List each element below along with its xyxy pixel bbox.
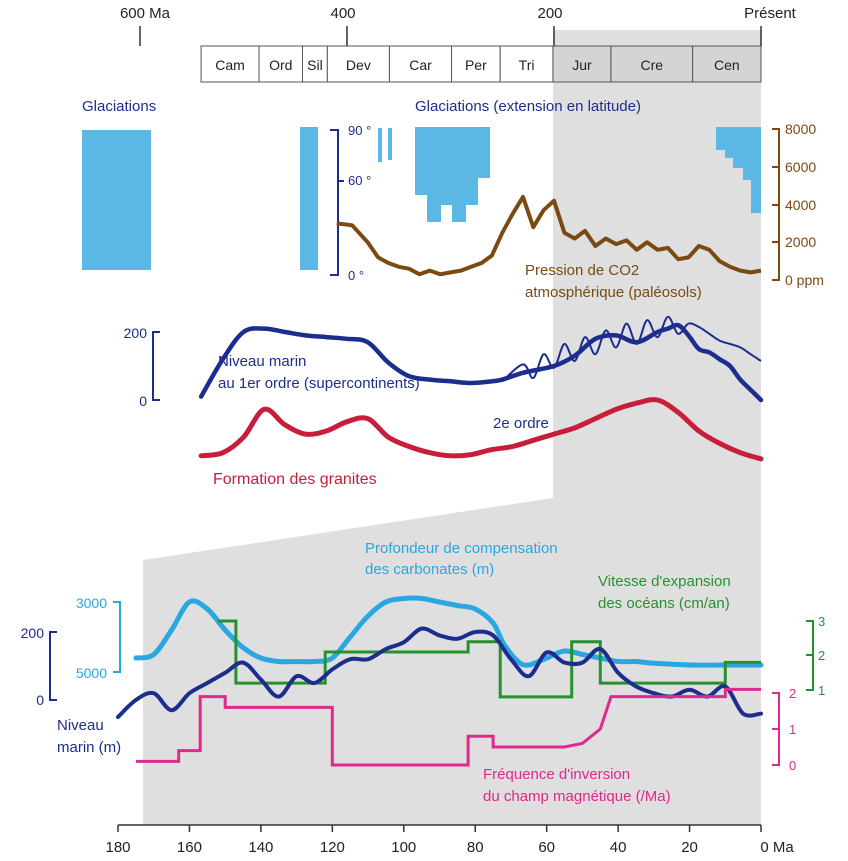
period-label-tri: Tri — [519, 57, 535, 73]
sea-level-2-tick-200: 200 — [21, 625, 45, 641]
sea-level-2-scale: 200 0 — [21, 625, 57, 708]
sea-level-1-scale: 200 0 — [124, 325, 160, 409]
co2-curve — [336, 194, 762, 277]
second-order-label: 2e ordre — [493, 415, 549, 432]
co2-tick-8000: 8000 — [785, 121, 816, 137]
period-label-cam: Cam — [215, 57, 245, 73]
latitude-tick-90: 90 ° — [348, 123, 371, 138]
glaciation-bar-ordovician — [82, 130, 151, 270]
period-cell-tri — [499, 45, 554, 83]
bottom-tick-label-160: 160 — [177, 839, 202, 856]
glaciations-latitude-label: Glaciations (extension en latitude) — [415, 98, 641, 115]
zoom-shaded-region — [143, 30, 761, 825]
period-label-cen: Cen — [714, 57, 740, 73]
ccd-label-line1: Profondeur de compensation — [365, 540, 558, 557]
period-label-car: Car — [409, 57, 432, 73]
sea-level-2-tick-0: 0 — [36, 692, 44, 708]
period-cell-car — [388, 45, 453, 83]
ccd-scale: 3000 5000 — [76, 595, 121, 681]
top-time-axis: 600 Ma 400 200 Présent Cam Ord Sil Dev Car Pe… — [120, 5, 797, 83]
period-cell-per — [451, 45, 501, 83]
ccd-tick-3000: 3000 — [76, 595, 107, 611]
sea-level-2-label-line1: Niveau — [57, 717, 104, 734]
co2-tick-0: 0 ppm — [785, 272, 824, 288]
glaciation-bar-devonian-2 — [388, 128, 392, 160]
bottom-tick-label-0: 0 Ma — [760, 839, 794, 856]
top-tick-label-present: Présent — [744, 5, 797, 22]
period-cell-jur — [552, 45, 612, 83]
spreading-rate-curve — [218, 619, 761, 699]
co2-tick-2000: 2000 — [785, 234, 816, 250]
sea-level-1-label-line2: au 1er ordre (supercontinents) — [218, 375, 420, 392]
bottom-tick-label-140: 140 — [248, 839, 273, 856]
co2-scale: 8000 6000 4000 2000 0 ppm — [772, 121, 824, 288]
reversal-scale: 2 1 0 — [772, 686, 796, 773]
granites-label: Formation des granites — [213, 471, 377, 488]
period-cell-dev — [326, 45, 390, 83]
glaciations-label: Glaciations — [82, 98, 156, 115]
co2-label-line2: atmosphérique (paléosols) — [525, 284, 702, 301]
data-curves — [116, 194, 764, 767]
spreading-label-line1: Vitesse d'expansion — [598, 573, 731, 590]
spreading-label-line2: des océans (cm/an) — [598, 595, 730, 612]
ccd-tick-5000: 5000 — [76, 665, 107, 681]
period-label-jur: Jur — [572, 57, 592, 73]
period-cell-cre — [610, 45, 694, 83]
co2-tick-4000: 4000 — [785, 197, 816, 213]
top-tick-label-600: 600 Ma — [120, 5, 171, 22]
reversal-frequency-curve — [135, 687, 761, 767]
sea-level-lower-curve — [116, 626, 763, 719]
period-label-per: Per — [465, 57, 487, 73]
sea-level-1-tick-0: 0 — [139, 393, 147, 409]
sea-level-2-label-line2: marin (m) — [57, 739, 121, 756]
glaciation-bar-late-ordovician — [300, 127, 318, 270]
period-label-cre: Cre — [641, 57, 664, 73]
ccd-label-line2: des carbonates (m) — [365, 561, 494, 578]
spreading-tick-2: 2 — [818, 648, 825, 663]
top-tick-label-200: 200 — [537, 5, 562, 22]
reversal-tick-0: 0 — [789, 758, 796, 773]
period-label-ord: Ord — [269, 57, 292, 73]
bottom-tick-label-60: 60 — [538, 839, 555, 856]
reversal-label-line2: du champ magnétique (/Ma) — [483, 788, 671, 805]
bottom-tick-label-20: 20 — [681, 839, 698, 856]
sea-level-1-tick-200: 200 — [124, 325, 148, 341]
glaciation-bar-devonian-1 — [378, 128, 382, 162]
spreading-tick-3: 3 — [818, 614, 825, 629]
sea-level-1-label-line1: Niveau marin — [218, 353, 306, 370]
reversal-label-line1: Fréquence d'inversion — [483, 766, 630, 783]
glaciation-bar-cenozoic — [716, 127, 761, 213]
glaciation-bars — [82, 127, 761, 270]
reversal-tick-2: 2 — [789, 686, 796, 701]
bottom-tick-label-120: 120 — [320, 839, 345, 856]
top-tick-label-400: 400 — [330, 5, 355, 22]
granite-formation-curve — [198, 397, 764, 462]
spreading-tick-1: 1 — [818, 683, 825, 698]
reversal-tick-1: 1 — [789, 722, 796, 737]
sea-level-1st-order-curve — [198, 322, 764, 403]
period-cell-cen — [692, 45, 762, 83]
sea-level-2nd-order-curve — [501, 315, 762, 383]
bottom-tick-label-180: 180 — [105, 839, 130, 856]
bottom-tick-label-100: 100 — [391, 839, 416, 856]
bottom-tick-label-40: 40 — [610, 839, 627, 856]
latitude-tick-0: 0 ° — [348, 268, 364, 283]
period-label-sil: Sil — [307, 57, 323, 73]
bottom-tick-label-80: 80 — [467, 839, 484, 856]
co2-tick-6000: 6000 — [785, 159, 816, 175]
period-cell-ord — [258, 45, 303, 83]
period-bar: Cam Ord Sil Dev Car Per Tri Jur Cre Cen — [200, 45, 762, 83]
period-label-dev: Dev — [346, 57, 371, 73]
latitude-tick-60: 60 ° — [348, 173, 371, 188]
glaciation-bar-permo-carboniferous — [415, 127, 490, 222]
bottom-time-axis: 180 160 140 120 100 80 60 40 20 0 Ma — [105, 824, 794, 856]
latitude-scale: 90 ° 60 ° 0 ° — [330, 123, 371, 283]
spreading-scale: 3 2 1 — [806, 614, 825, 698]
co2-label-line1: Pression de CO2 — [525, 262, 639, 279]
